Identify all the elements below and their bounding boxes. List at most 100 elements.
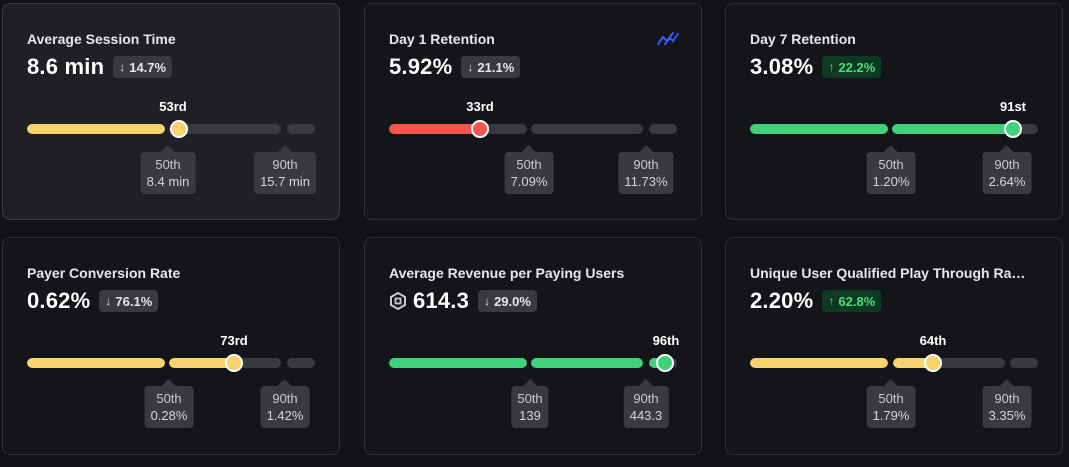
bar-segment-mid [892,124,1038,134]
delta-badge: ↓ 76.1% [99,290,159,312]
arrow-up-icon: ↑ [828,294,835,308]
metric-value: 5.92% [389,54,453,79]
card-title: Average Revenue per Paying Users [389,265,625,281]
percentile-bar [389,120,677,138]
delta-value: 21.1% [477,59,515,75]
benchmark-label: 50th [155,157,181,172]
delta-badge: ↓ 29.0% [478,290,537,312]
bar-segment-low [27,124,165,134]
bar-fill [389,124,480,134]
bar-fill [27,358,165,368]
metric-card-day-1-retention[interactable]: Day 1 Retention 5.92% ↓ 21.1% 33rd 50th 7.… [364,3,702,220]
metric-value: 8.6 min [27,54,105,79]
benchmark-label: 90th [994,391,1020,406]
percentile-knob [471,120,489,138]
card-title: Day 1 Retention [389,31,495,47]
percentile-rank-label: 64th [919,333,947,348]
percentile-knob [170,120,188,138]
bar-segment-high [287,124,315,134]
bar-segment-mid [531,358,643,368]
benchmark-value: 139 [519,408,541,423]
arrow-down-icon: ↓ [119,60,126,74]
benchmark-label: 90th [272,157,298,172]
delta-value: 62.8% [838,293,876,309]
bar-fill [892,124,1014,134]
percentile-rank-label: 91st [999,99,1027,114]
delta-badge: ↓ 14.7% [113,56,173,78]
arrow-down-icon: ↓ [484,294,491,308]
benchmark-value: 443.3 [629,408,663,423]
benchmark-value: 7.09% [510,174,548,189]
benchmark-value: 2.64% [988,174,1026,189]
benchmark-50th: 50th 139 [511,379,549,428]
benchmark-value: 1.20% [872,174,910,189]
benchmark-label: 90th [994,157,1020,172]
card-title: Average Session Time [27,31,176,47]
percentile-rank-label: 96th [652,333,680,348]
benchmark-50th: 50th 1.79% [866,379,916,428]
bar-segment-mid [531,124,643,134]
bar-segment-high [649,124,677,134]
bar-segment-low [27,358,165,368]
card-title: Day 7 Retention [750,31,856,47]
bar-segment-high [287,358,315,368]
metric-card-payer-conversion-rate[interactable]: Payer Conversion Rate 0.62% ↓ 76.1% 73rd … [2,237,340,455]
benchmark-label: 50th [516,157,542,172]
arrow-up-icon: ↑ [828,60,835,74]
bar-segment-low [389,358,527,368]
delta-badge: ↓ 21.1% [461,56,521,78]
benchmark-90th: 90th 3.35% [982,379,1032,428]
benchmark-50th: 50th 7.09% [504,145,554,194]
bar-fill [750,358,888,368]
bar-segment-high [1010,358,1038,368]
metric-value: 3.08% [750,54,814,79]
benchmark-label: 50th [878,157,904,172]
percentile-bar [389,354,677,372]
benchmark-value: 1.79% [872,408,910,423]
bar-segment-mid [893,358,1005,368]
metric-card-unique-user-qualified-play-through-rate[interactable]: Unique User Qualified Play Through Rate.… [725,237,1063,455]
benchmark-value: 15.7 min [260,174,310,189]
robux-icon [390,292,406,310]
benchmark-label: 90th [272,391,298,406]
benchmark-50th: 50th 1.20% [866,145,916,194]
delta-value: 22.2% [838,59,876,75]
card-title: Payer Conversion Rate [27,265,181,281]
card-title: Unique User Qualified Play Through Rate.… [750,265,1030,281]
metric-value: 614.3 [413,288,470,313]
benchmark-value: 1.42% [266,408,304,423]
percentile-rank-label: 53rd [159,99,187,114]
arrow-down-icon: ↓ [105,294,112,308]
benchmark-90th: 90th 1.42% [260,379,310,428]
benchmark-50th: 50th 0.28% [144,379,194,428]
benchmark-label: 50th [156,391,182,406]
benchmark-value: 3.35% [988,408,1026,423]
benchmark-90th: 90th 2.64% [982,145,1032,194]
percentile-knob [225,354,243,372]
bar-fill [27,124,165,134]
delta-badge: ↑ 62.8% [822,290,882,312]
metric-card-average-revenue-per-paying-users[interactable]: Average Revenue per Paying Users 614.3 ↓… [364,237,702,455]
benchmark-value: 0.28% [150,408,188,423]
bar-fill [893,358,933,368]
metric-value: 0.62% [27,288,91,313]
metric-card-day-7-retention[interactable]: Day 7 Retention 3.08% ↑ 22.2% 91st 50th 1.… [725,3,1063,220]
benchmark-90th: 90th 443.3 [623,379,669,428]
benchmark-50th: 50th 8.4 min [140,145,196,194]
benchmark-label: 50th [517,391,543,406]
delta-badge: ↑ 22.2% [822,56,882,78]
trend-line-icon[interactable] [657,30,679,46]
delta-value: 29.0% [494,293,531,309]
bar-segment-low [750,358,888,368]
percentile-bar [750,120,1038,138]
benchmark-label: 50th [878,391,904,406]
percentile-knob [1004,120,1022,138]
bar-fill [389,358,527,368]
metric-card-average-session-time[interactable]: Average Session Time 8.6 min ↓ 14.7% 53rd… [2,3,340,220]
delta-value: 14.7% [129,59,167,75]
percentile-knob [924,354,942,372]
bar-fill [750,124,888,134]
percentile-knob [656,354,674,372]
bar-segment-mid [169,124,281,134]
bar-segment-low [389,124,527,134]
